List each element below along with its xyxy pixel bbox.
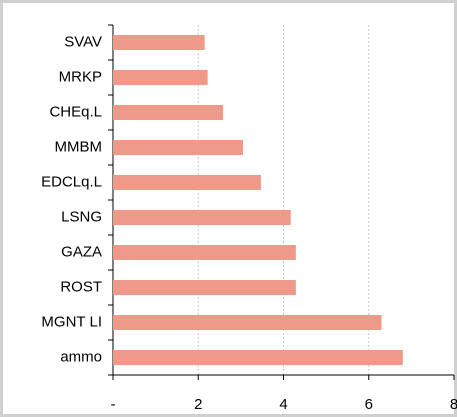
bar (113, 175, 261, 190)
bar (113, 315, 382, 330)
y-tick-label: MGNT LI (41, 313, 102, 330)
bar (113, 70, 208, 85)
y-tick-label: EDCLq.L (41, 173, 102, 190)
bar (113, 35, 205, 50)
x-tick-label: 6 (365, 396, 373, 413)
bar (113, 140, 244, 155)
y-tick-label: MRKP (59, 68, 102, 85)
y-tick-label: LSNG (61, 208, 102, 225)
x-tick-label: 4 (279, 396, 287, 413)
y-tick-label: ROST (60, 278, 102, 295)
bar (113, 245, 296, 260)
y-tick-label: CHEq.L (49, 103, 102, 120)
y-tick-label: GAZA (61, 243, 102, 260)
y-tick-label: MMBM (55, 138, 103, 155)
bar (113, 210, 291, 225)
y-tick-label: SVAV (64, 33, 102, 50)
bar (113, 280, 296, 295)
x-tick-label: 2 (194, 396, 202, 413)
x-tick-label: 8 (450, 396, 457, 413)
bar (113, 105, 223, 120)
x-tick-label: - (111, 396, 116, 413)
bar (113, 350, 403, 365)
y-tick-label: ammo (60, 348, 102, 365)
